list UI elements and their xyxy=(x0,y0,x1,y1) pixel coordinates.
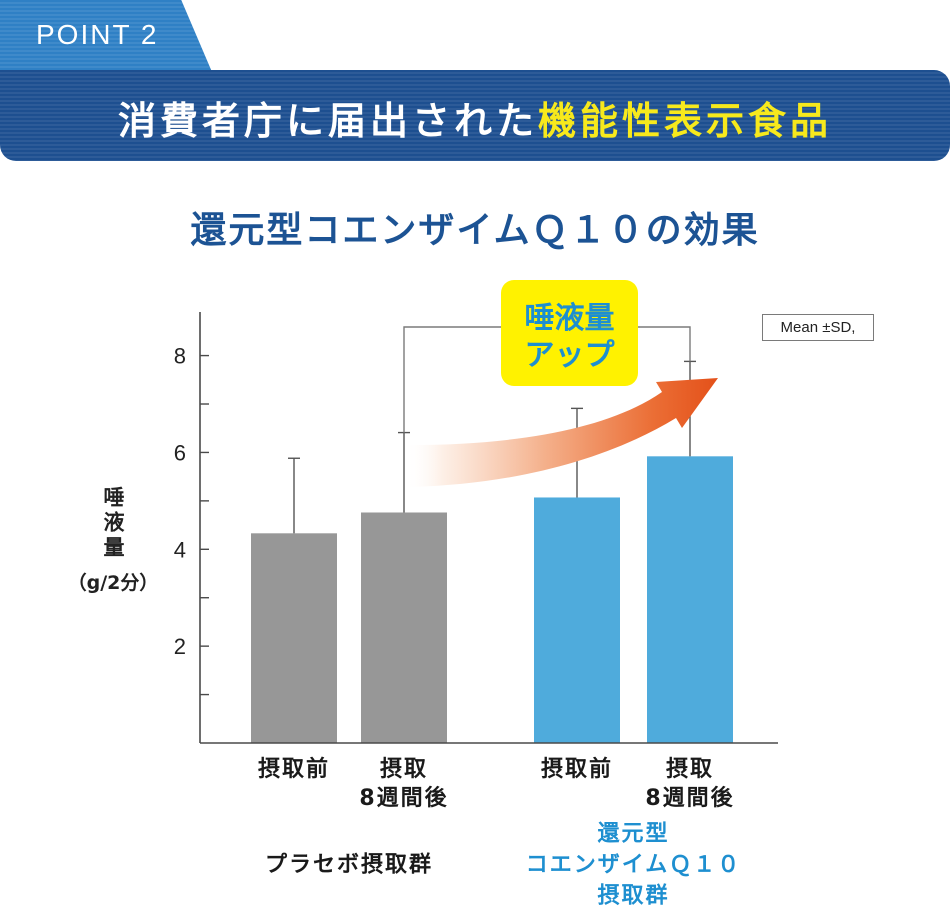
bar-placebo-after xyxy=(361,512,447,743)
increase-arrow xyxy=(410,378,718,487)
headline-banner: 消費者庁に届出された 機能性表示食品 xyxy=(0,70,950,161)
x-category-label: 摂取前 xyxy=(257,757,330,782)
point-tab-label: POINT 2 xyxy=(36,19,159,50)
y-axis-label: 唾液量 xyxy=(101,486,125,561)
x-category-label: 摂取 8週間後 xyxy=(359,757,449,811)
x-category-label: 摂取 8週間後 xyxy=(645,757,735,811)
callout-box: 唾液量 アップ xyxy=(501,280,638,386)
bars xyxy=(251,456,733,743)
bar-placebo-before xyxy=(251,533,337,743)
callout-line-2: アップ xyxy=(524,338,615,373)
callout-line-1: 唾液量 xyxy=(524,301,615,336)
banner-highlight-text: 機能性表示食品 xyxy=(538,99,833,143)
y-tick-label: 6 xyxy=(174,440,186,465)
point-tab: POINT 2 xyxy=(0,0,212,72)
chart-title: 還元型コエンザイムＱ１０の効果 xyxy=(190,210,760,251)
bar-coq10-after xyxy=(647,456,733,743)
y-tick-label: 8 xyxy=(174,344,186,369)
error-bar-note: Mean ±SD, xyxy=(762,314,874,341)
banner-text: 消費者庁に届出された xyxy=(117,99,538,143)
group-label-coq10: 還元型 コエンザイムＱ１０ 摂取群 xyxy=(525,821,742,909)
bar-coq10-before xyxy=(534,497,620,743)
group-label-placebo: プラセボ摂取群 xyxy=(264,852,434,878)
y-tick-label: 2 xyxy=(174,634,186,659)
x-category-label: 摂取前 xyxy=(540,757,613,782)
y-tick-label: 4 xyxy=(174,537,186,562)
y-axis-ticks: 2 4 6 8 xyxy=(174,344,209,696)
y-axis-unit: （g/2分） xyxy=(67,572,159,594)
